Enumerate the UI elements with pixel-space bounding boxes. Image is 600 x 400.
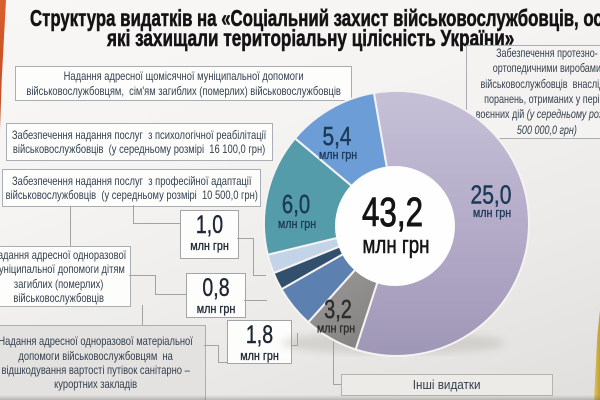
svg-text:6,0: 6,0 (282, 190, 310, 219)
svg-text:3,2: 3,2 (324, 294, 352, 323)
svg-text:25,0: 25,0 (471, 182, 512, 211)
svg-text:млн грн: млн грн (363, 232, 430, 259)
svg-text:млн грн: млн грн (473, 206, 511, 220)
svg-text:млн грн: млн грн (317, 322, 355, 336)
svg-text:млн грн: млн грн (319, 148, 357, 162)
svg-text:5,4: 5,4 (323, 122, 352, 151)
svg-text:43,2: 43,2 (362, 189, 423, 235)
svg-text:млн грн: млн грн (278, 217, 316, 231)
